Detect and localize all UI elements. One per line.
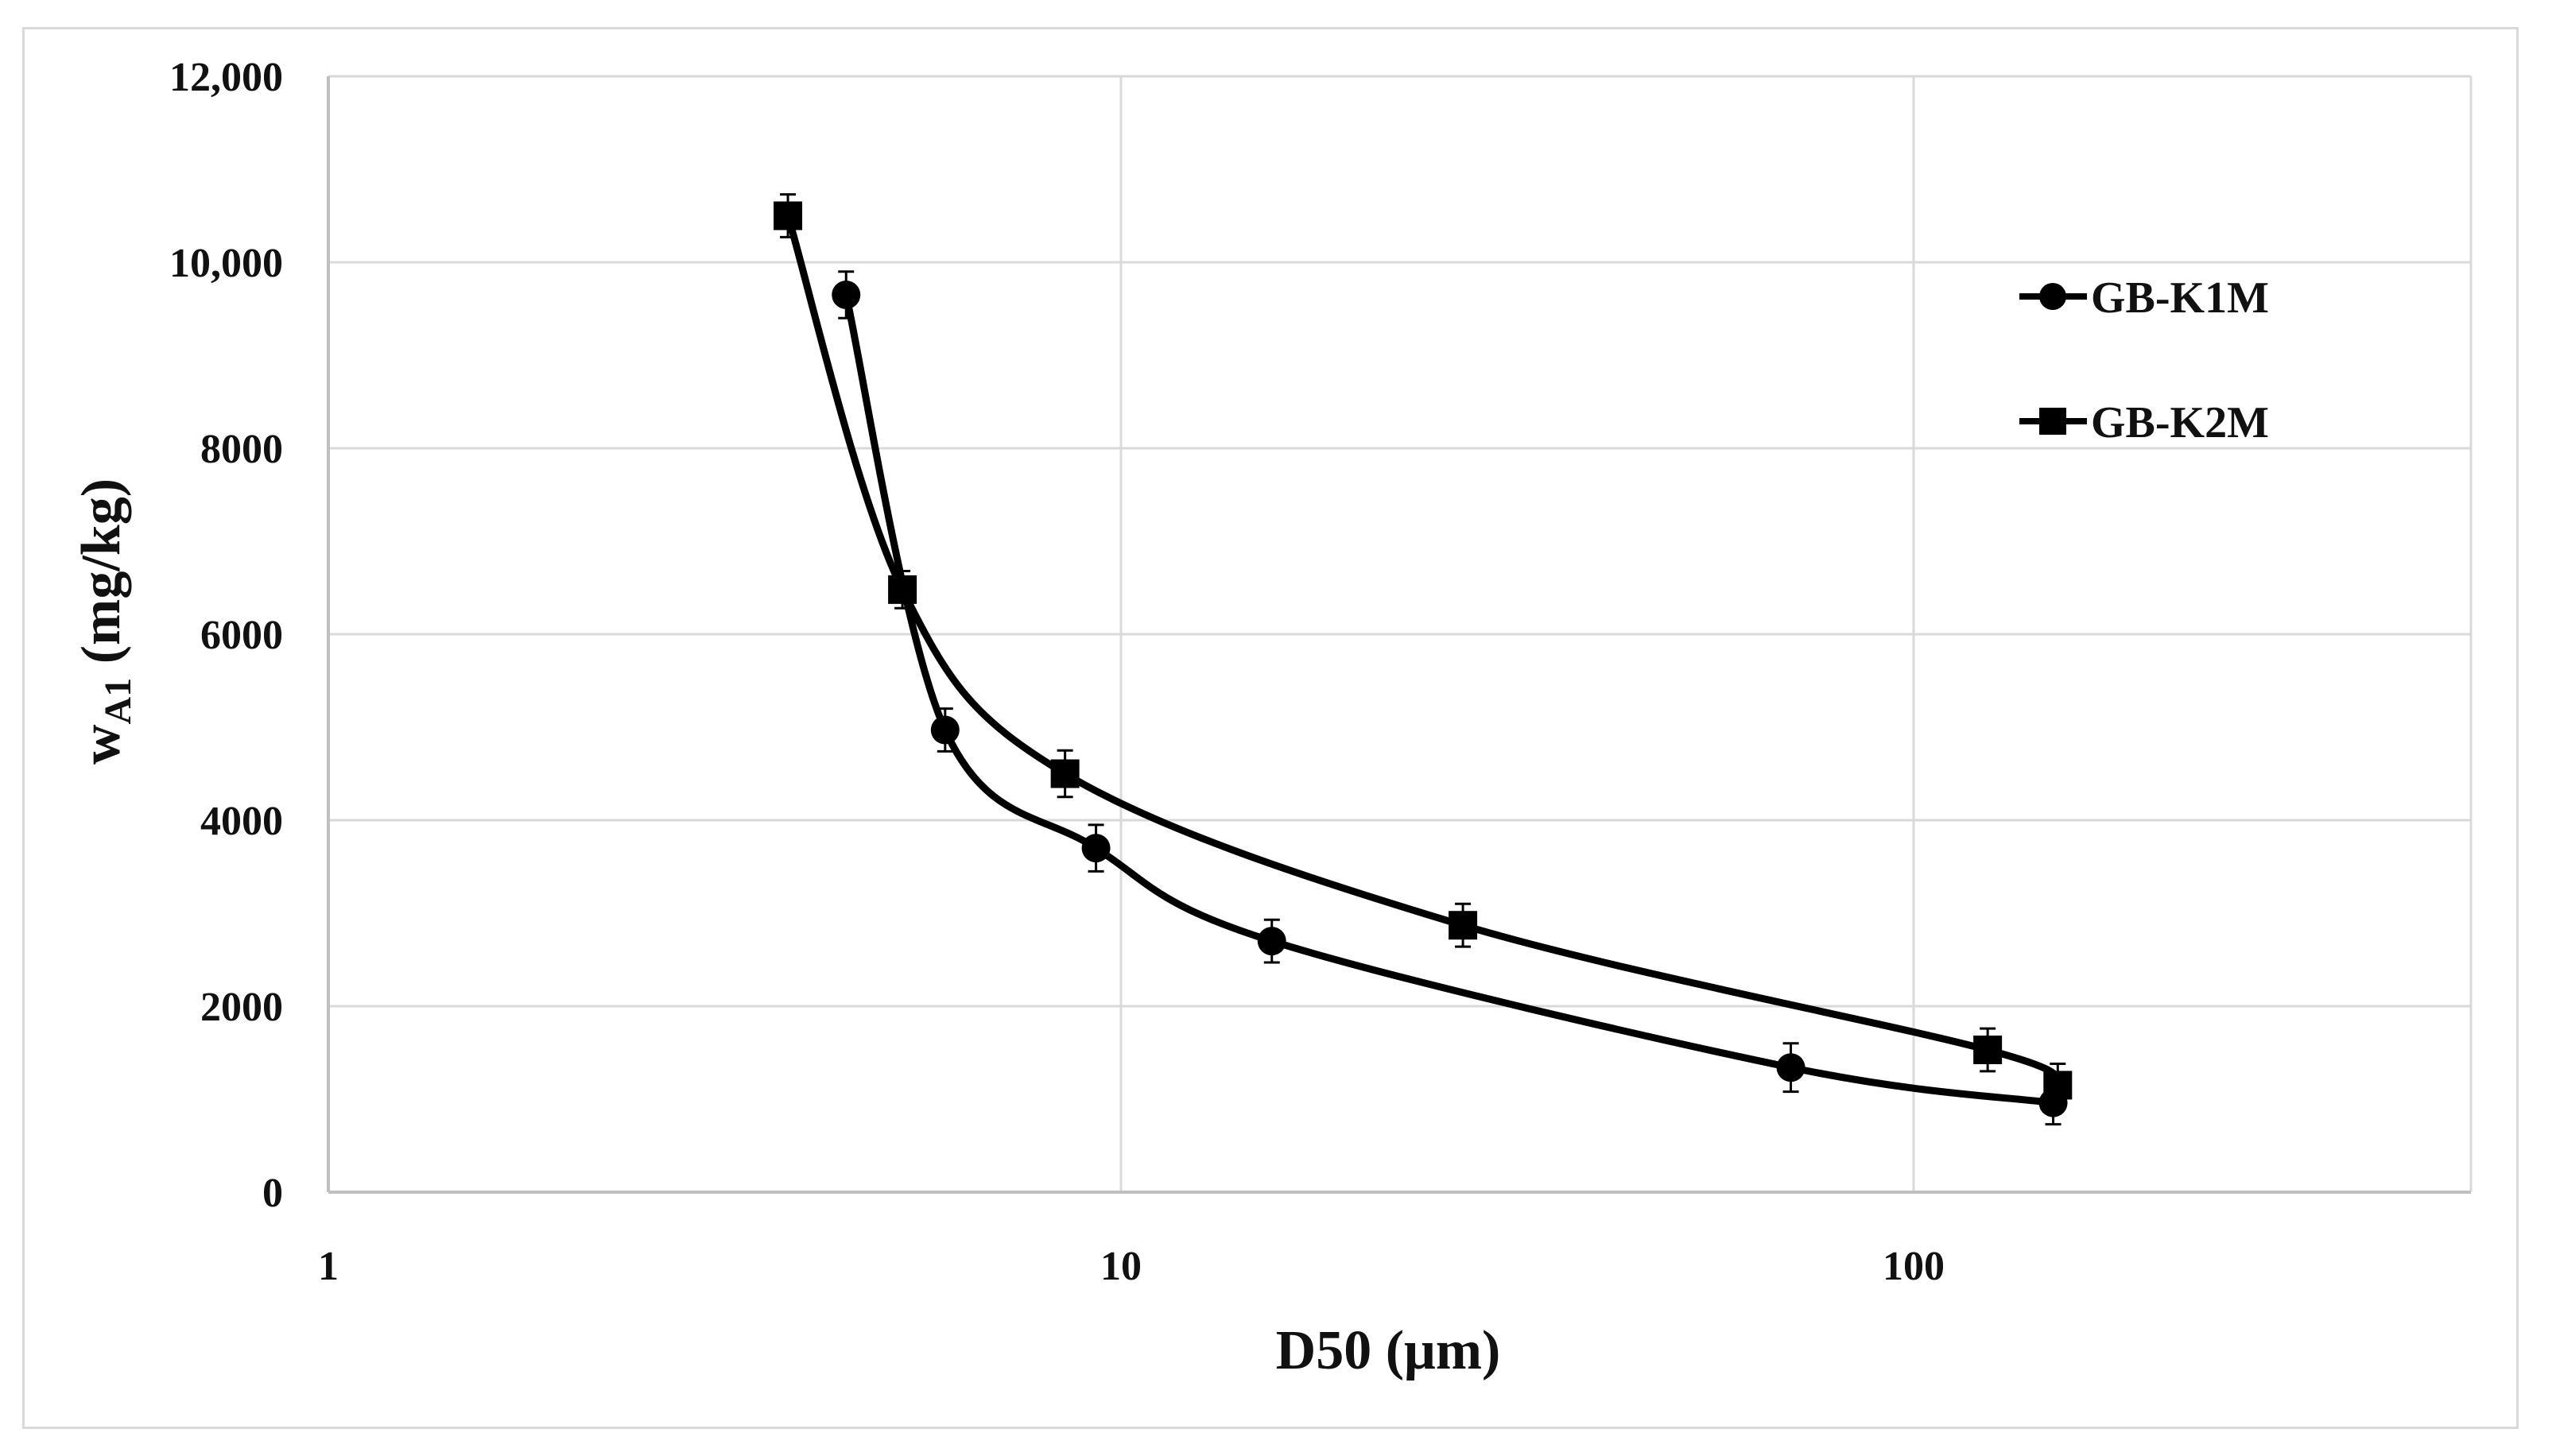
y-axis-title-subscript: A1	[97, 678, 139, 725]
series-layer	[774, 193, 2073, 1126]
y-tick-label: 8000	[200, 427, 283, 472]
series-line-gb-k2m	[784, 215, 2061, 1089]
y-tick-label: 0	[262, 1171, 283, 1216]
legend-label-gb-k1m: GB-K1M	[2091, 273, 2269, 323]
data-point-gb-k1m	[832, 280, 861, 309]
legend-label-gb-k2m: GB-K2M	[2091, 398, 2269, 447]
legend-entry-gb-k1m: GB-K1M	[2019, 273, 2269, 323]
data-point-gb-k2m	[2043, 1071, 2073, 1100]
data-point-gb-k2m	[888, 575, 917, 604]
x-tick-label: 10	[1100, 1244, 1142, 1289]
series-line-gb-k1m	[842, 293, 2054, 1107]
y-tick-label: 6000	[200, 613, 283, 658]
y-tick-label: 12,000	[169, 55, 283, 100]
axis-layer: 0 2000 4000 6000 8000 10,000 12,000 1 10 100	[169, 55, 2471, 1289]
legend: GB-K1M GB-K2M	[2019, 273, 2269, 447]
y-axis-title-symbol: w	[71, 724, 132, 765]
data-point-gb-k2m	[1973, 1035, 2003, 1064]
x-tick-label: 100	[1883, 1244, 1945, 1289]
y-axis-title: wA1 (mg/kg)	[71, 478, 139, 765]
data-point-gb-k2m	[774, 201, 803, 230]
series-gb-k1m	[832, 270, 2068, 1126]
y-tick-label: 2000	[200, 985, 283, 1030]
grid-layer	[327, 75, 2473, 1194]
x-tick-label: 1	[318, 1244, 339, 1289]
legend-marker-gb-k2m	[2039, 408, 2066, 435]
chart-frame	[22, 27, 2519, 1429]
data-point-gb-k1m	[1081, 834, 1111, 863]
data-point-gb-k1m	[1776, 1053, 1805, 1082]
legend-entry-gb-k2m: GB-K2M	[2019, 398, 2269, 447]
data-point-gb-k1m	[1257, 927, 1286, 956]
y-tick-label: 4000	[200, 799, 283, 844]
legend-marker-gb-k1m	[2039, 283, 2066, 310]
data-point-gb-k2m	[1449, 911, 1478, 940]
data-point-gb-k2m	[1050, 759, 1080, 788]
series-gb-k2m	[774, 193, 2073, 1108]
x-axis-title: D50 (μm)	[1276, 1320, 1501, 1381]
y-tick-label: 10,000	[169, 241, 283, 286]
y-axis-title-unit: (mg/kg)	[71, 478, 132, 678]
data-point-gb-k1m	[930, 715, 960, 745]
